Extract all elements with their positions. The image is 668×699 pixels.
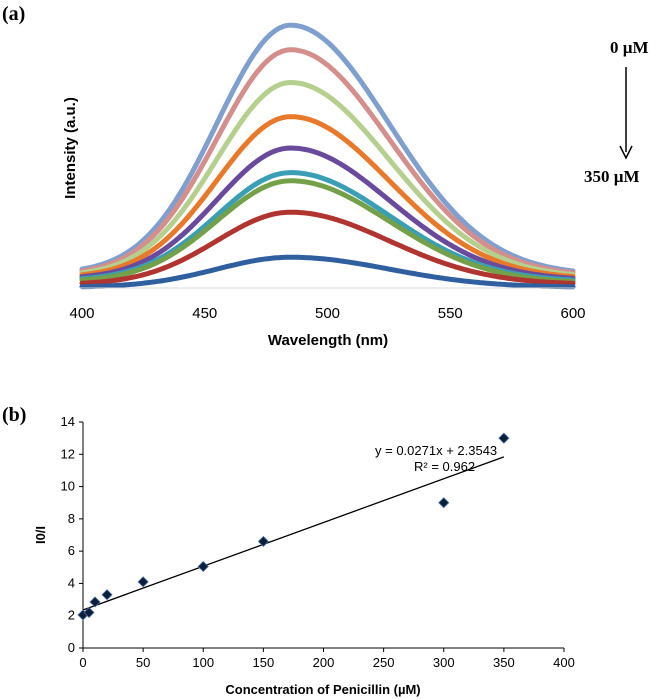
scatter-point [498,432,510,444]
b-x-tick-label: 0 [79,655,86,670]
conc-label-bottom: 350 µM [584,167,640,186]
spectrum-line [79,145,576,281]
b-x-tick-label: 150 [253,655,275,670]
b-y-tick-label: 2 [68,608,75,623]
panel-a-label: (a) [2,3,25,25]
scatter-point [438,497,450,509]
b-tick-labels: 0 2 4 6 8 10 12 14 0 50 100 150 200 250 300 350 400 [61,414,575,670]
a-x-tick-labels: 400 450 500 550 600 [69,305,585,322]
scatter-point [89,596,101,608]
b-x-axis-title: Concentration of Penicillin (µM) [225,682,420,697]
spectra-curves [79,22,576,290]
a-x-tick-label: 600 [560,305,585,322]
scatter-point [83,606,95,619]
a-x-tick-label: 500 [315,305,340,322]
b-x-tick-label: 50 [136,655,150,670]
b-y-tick-label: 6 [68,543,75,558]
b-y-tick-label: 0 [68,640,75,655]
r-squared-label: R² = 0.962 [414,459,475,474]
panel-a-spectra-chart: (a) 400 450 500 550 600 Wavelength (nm) Inte… [2,3,649,349]
panel-b-label: (b) [2,404,26,426]
b-x-tick-label: 100 [192,655,214,670]
a-x-tick-label: 550 [438,305,463,322]
b-x-tick-label: 300 [433,655,455,670]
spectrum-line [79,209,576,286]
a-x-tick-label: 450 [192,305,217,322]
spectrum-line [79,178,576,284]
trendline [82,456,505,611]
b-x-tick-label: 250 [373,655,395,670]
scatter-point [101,589,113,601]
b-y-tick-label: 8 [68,511,75,526]
trendline-equation: y = 0.0271x + 2.3543 [375,443,497,458]
b-y-tick-label: 12 [61,446,75,461]
scatter-point [257,535,269,548]
a-x-axis-title: Wavelength (nm) [268,332,388,349]
b-x-tick-label: 400 [553,655,575,670]
b-y-tick-label: 14 [61,414,75,429]
b-x-tick-label: 350 [493,655,515,670]
scatter-point [197,560,209,573]
a-y-axis-title: Intensity (a.u.) [62,97,79,199]
b-y-axis-title: I0/I [33,526,48,544]
b-y-tick-label: 10 [61,479,75,494]
spectrum-line [79,47,576,276]
decrease-arrow-head-icon [619,145,633,160]
scatter-point [137,576,149,588]
b-x-tick-label: 200 [313,655,335,670]
spectrum-line [79,254,576,290]
spectrum-line [79,114,576,279]
spectrum-line [79,80,576,278]
a-x-tick-label: 400 [69,305,94,322]
b-y-tick-label: 4 [68,575,75,590]
conc-label-top: 0 µM [610,38,649,57]
scatter-points [77,432,510,621]
spectrum-line [79,22,576,274]
